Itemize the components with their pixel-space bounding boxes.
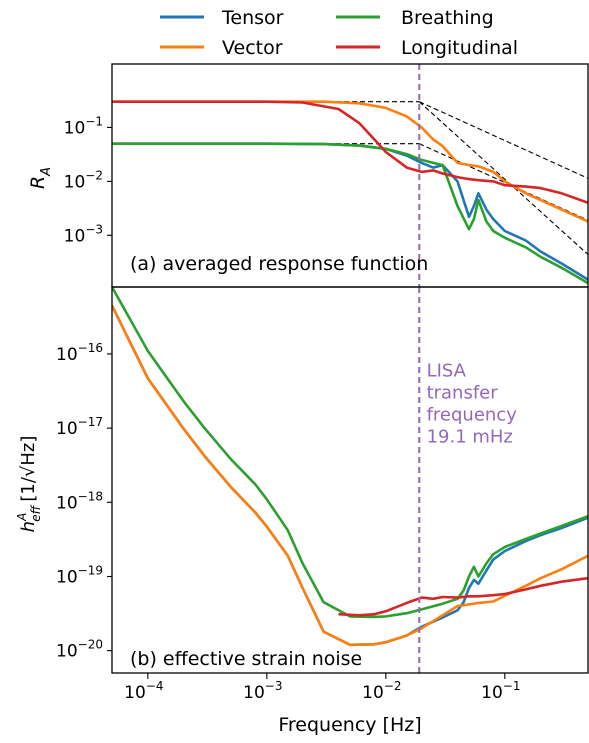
x-axis: 10−4 10−3 10−2 10−1 [124, 673, 520, 703]
y-tick-label: 10−2 [64, 168, 103, 192]
x-axis-label: Frequency [Hz] [278, 714, 421, 736]
legend-label-tensor: Tensor [221, 7, 284, 29]
y-axis-label-b: hAeff[1/√Hz] [15, 436, 43, 533]
y-tick-label: 10−1 [64, 114, 103, 138]
series-breathing [112, 142, 588, 285]
series-longitudinal [338, 576, 588, 617]
y-tick-label: 10−3 [64, 222, 103, 246]
y-axis-label-a: RA [27, 167, 54, 189]
series-breathing [112, 287, 588, 619]
asymptote-4 [418, 101, 588, 255]
annotation-line: transfer [427, 382, 499, 403]
x-tick-label: 10−1 [481, 679, 520, 703]
series-vector [112, 304, 588, 647]
svg-text:hAeff[1/√Hz]: hAeff[1/√Hz] [15, 436, 43, 533]
x-tick-label: 10−3 [243, 679, 282, 703]
legend-label-breathing: Breathing [401, 7, 494, 29]
y-tick-label: 10−19 [56, 564, 103, 588]
annotation-line: frequency [427, 404, 518, 425]
y-tick-label: 10−16 [56, 341, 103, 365]
legend-label-longitudinal: Longitudinal [401, 37, 518, 59]
x-tick-label: 10−2 [362, 679, 401, 703]
legend-label-vector: Vector [222, 37, 283, 59]
panel-b-frame [111, 286, 589, 674]
annotation-line: LISA [427, 360, 467, 381]
panel-a: (a) averaged response function RA 10−1 10… [27, 63, 589, 288]
series-tensor [112, 304, 588, 647]
y-tick-label: 10−18 [56, 489, 103, 513]
svg-text:RA: RA [27, 167, 54, 189]
legend: Tensor Vector Breathing Longitudinal [160, 7, 518, 59]
y-tick-label: 10−17 [56, 415, 103, 439]
series-vector [112, 100, 588, 223]
panel-b-label: (b) effective strain noise [130, 648, 362, 670]
panel-b: (b) effective strain noise LISAtransferf… [15, 286, 589, 674]
x-tick-label: 10−4 [124, 679, 163, 703]
y-tick-label: 10−20 [56, 638, 103, 662]
panel-a-label: (a) averaged response function [130, 253, 428, 275]
series-longitudinal [112, 100, 588, 205]
annotation-line: 19.1 mHz [427, 426, 513, 447]
asymptote-2 [419, 101, 588, 179]
